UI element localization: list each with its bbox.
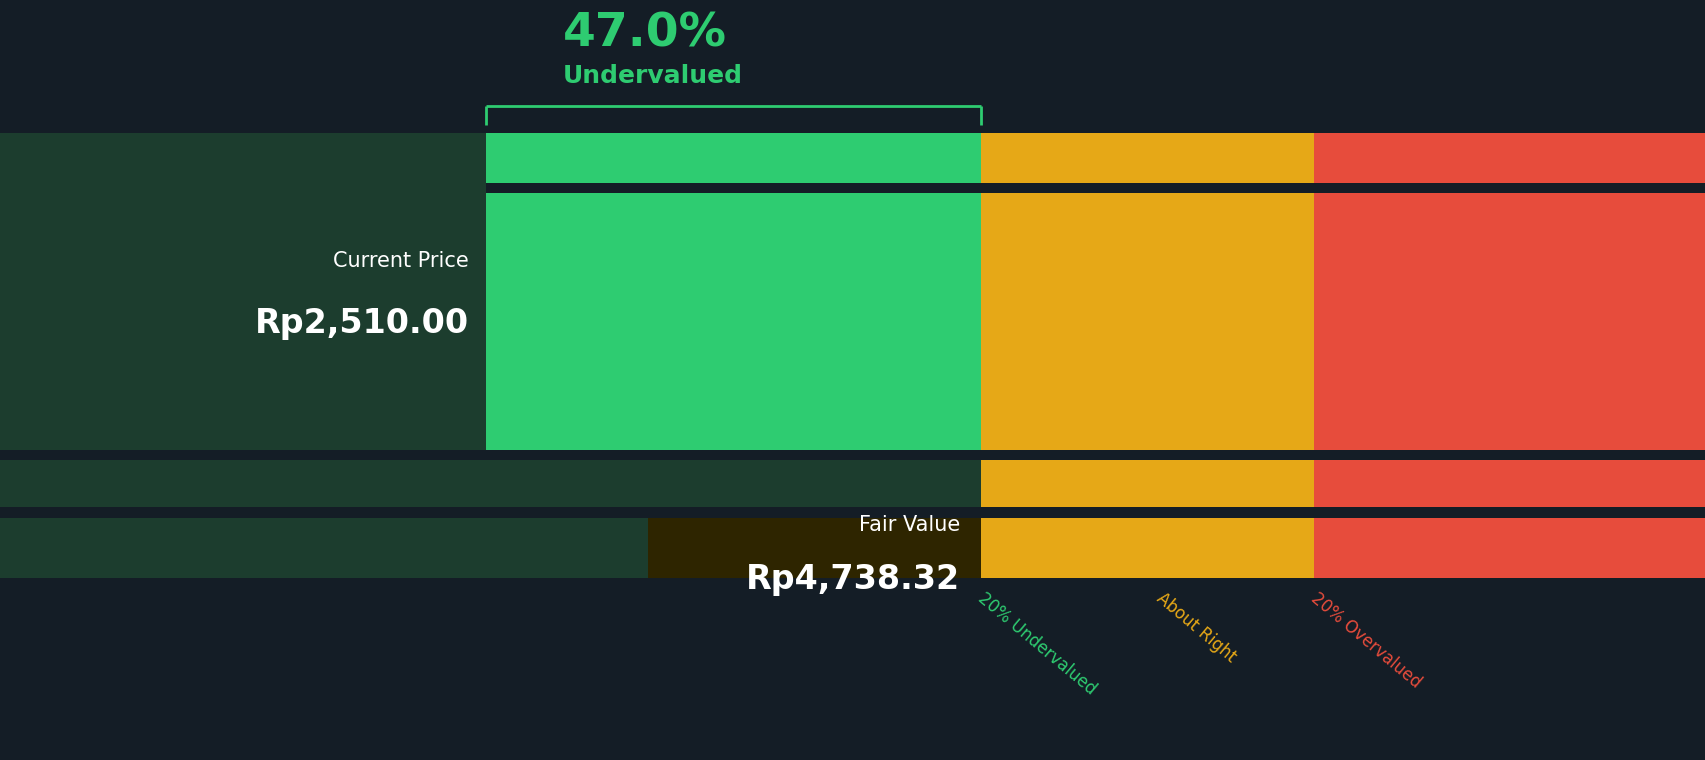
Bar (0, 133, 980, 183)
Bar (980, 518, 1313, 578)
Bar (1313, 133, 1705, 183)
Text: Fair Value: Fair Value (859, 515, 960, 535)
Bar (0, 460, 980, 507)
Text: Current Price: Current Price (332, 251, 469, 271)
Bar (1313, 193, 1705, 450)
Bar (0, 518, 980, 578)
Text: 47.0%: 47.0% (563, 11, 726, 57)
Bar (980, 193, 1313, 450)
Text: Undervalued: Undervalued (563, 64, 743, 88)
Bar (1313, 460, 1705, 507)
Text: 20% Undervalued: 20% Undervalued (974, 590, 1100, 698)
Bar (0, 518, 980, 578)
Bar (1313, 518, 1705, 578)
Text: 20% Overvalued: 20% Overvalued (1306, 590, 1424, 692)
Bar (648, 518, 980, 578)
Text: About Right: About Right (1153, 590, 1240, 667)
Text: Rp4,738.32: Rp4,738.32 (745, 563, 960, 597)
Bar (980, 460, 1313, 507)
Bar (0, 133, 486, 450)
Bar (0, 193, 980, 450)
Bar (980, 133, 1313, 183)
Text: Rp2,510.00: Rp2,510.00 (254, 307, 469, 340)
Bar (0, 460, 980, 507)
